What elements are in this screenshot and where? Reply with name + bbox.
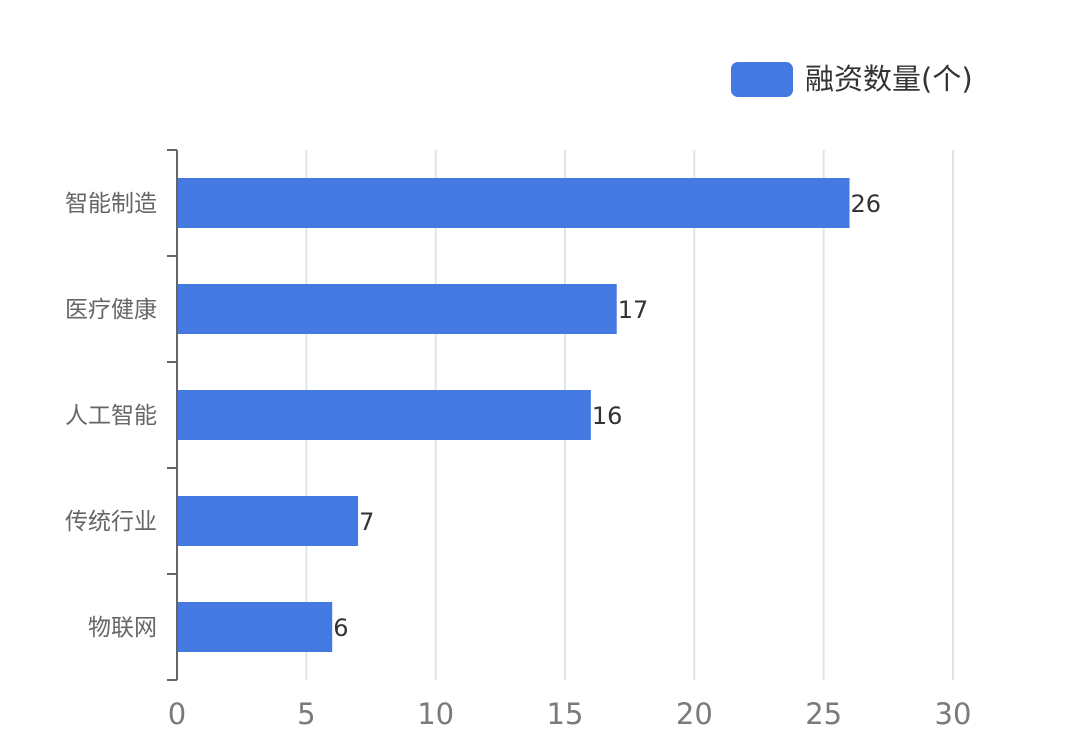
category-label: 传统行业 — [65, 509, 157, 535]
legend: 融资数量(个) — [731, 62, 973, 97]
x-tick-label: 30 — [935, 697, 972, 731]
data-label: 17 — [618, 296, 649, 324]
category-label: 人工智能 — [65, 403, 157, 429]
x-tick-label: 10 — [417, 697, 454, 731]
data-label: 6 — [333, 614, 348, 642]
x-tick-label: 0 — [168, 697, 186, 731]
x-tick-label: 15 — [547, 697, 584, 731]
legend-label: 融资数量(个) — [805, 62, 973, 96]
bar — [177, 390, 591, 440]
legend-swatch — [731, 62, 793, 97]
labels: 0 5 10 15 20 25 30 智能制造 26 医疗健康 17 人工智能 16 传统行业 7 物联网 6 — [65, 190, 971, 731]
data-label: 26 — [851, 190, 882, 218]
category-label: 物联网 — [88, 615, 157, 641]
x-tick-label: 5 — [297, 697, 315, 731]
data-label: 16 — [592, 402, 623, 430]
bar — [177, 284, 617, 334]
category-label: 智能制造 — [65, 191, 157, 217]
bars — [177, 178, 850, 652]
bar — [177, 178, 850, 228]
bar — [177, 602, 333, 652]
bar — [177, 496, 359, 546]
x-tick-label: 20 — [676, 697, 713, 731]
data-label: 7 — [359, 508, 374, 536]
axes — [167, 149, 178, 681]
x-tick-label: 25 — [805, 697, 842, 731]
category-label: 医疗健康 — [65, 297, 157, 323]
